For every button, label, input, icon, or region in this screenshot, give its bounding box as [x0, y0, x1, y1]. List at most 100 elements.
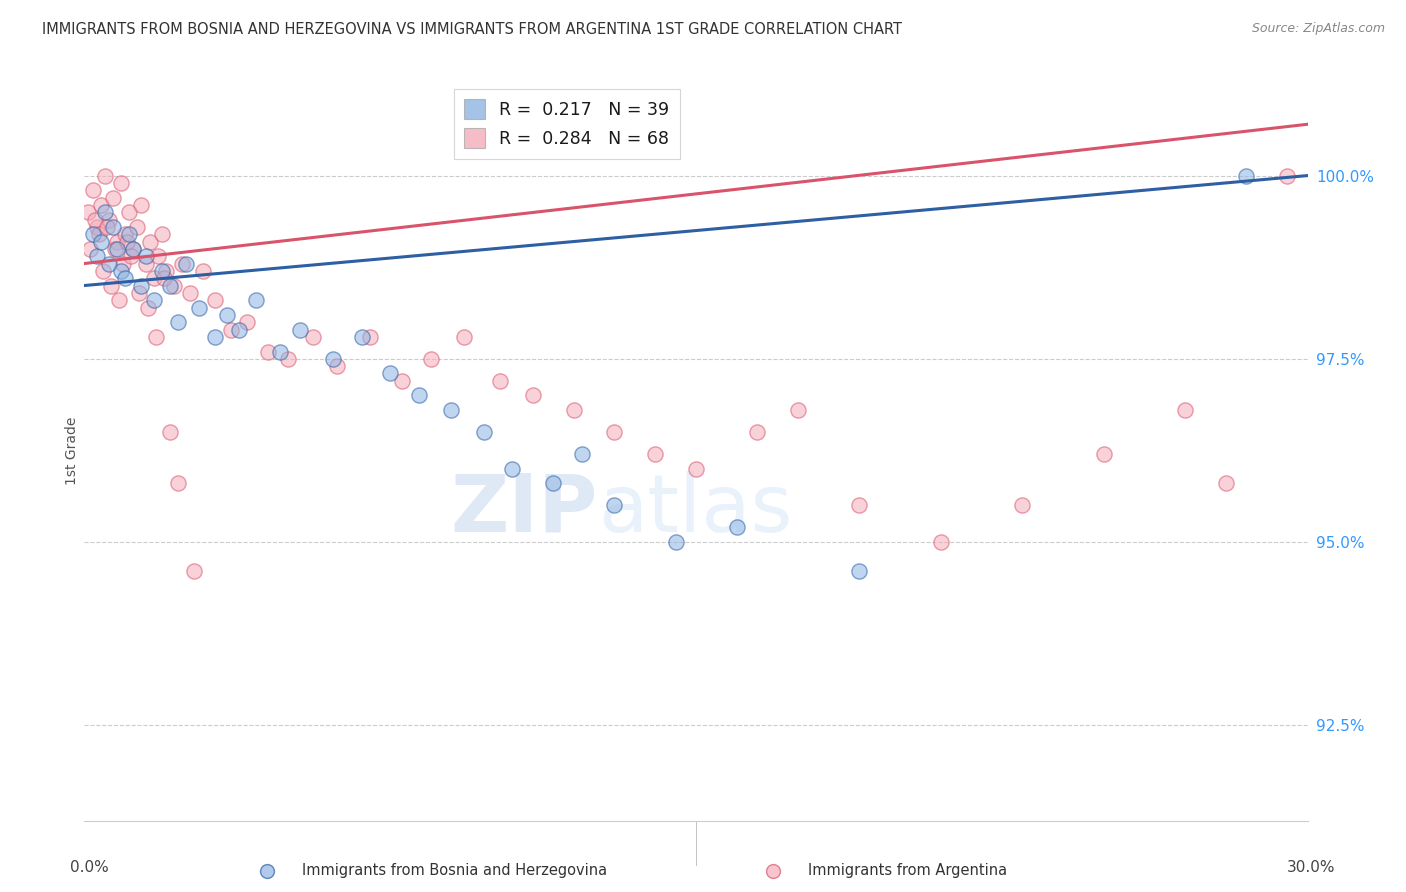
Point: [150, 227, 173, 242]
Point: [155, 264, 177, 278]
Point: [97, 256, 120, 270]
Point: [90, 235, 112, 249]
Point: [77, 205, 100, 219]
Point: [179, 285, 201, 300]
Point: [108, 293, 131, 308]
Point: [489, 374, 512, 388]
Point: [142, 293, 165, 308]
Text: Immigrants from Argentina: Immigrants from Argentina: [808, 863, 1008, 878]
Point: [110, 176, 132, 190]
Point: [122, 242, 145, 256]
Point: [153, 271, 176, 285]
Point: [543, 476, 565, 491]
Point: [150, 264, 173, 278]
Point: [391, 374, 413, 388]
Point: [120, 249, 142, 263]
Point: [1236, 169, 1258, 183]
Point: [603, 499, 626, 513]
Point: [128, 285, 150, 300]
Text: 30.0%: 30.0%: [1288, 860, 1336, 874]
Point: [122, 242, 145, 256]
Point: [93, 205, 115, 219]
Point: [1092, 447, 1115, 461]
Point: [204, 293, 226, 308]
Point: [644, 447, 666, 461]
Point: [86, 219, 108, 234]
Point: [269, 344, 291, 359]
Point: [101, 219, 124, 234]
Point: [90, 198, 112, 212]
Point: [183, 565, 205, 579]
Point: [236, 315, 259, 329]
Text: Source: ZipAtlas.com: Source: ZipAtlas.com: [1251, 22, 1385, 36]
Point: [219, 322, 242, 336]
Point: [228, 322, 250, 336]
Point: [127, 219, 149, 234]
Point: [1174, 403, 1197, 417]
Point: [112, 256, 135, 270]
Y-axis label: 1st Grade: 1st Grade: [65, 417, 79, 484]
Point: [79, 242, 101, 256]
Point: [571, 447, 593, 461]
Point: [453, 330, 475, 344]
Point: [562, 403, 585, 417]
Point: [350, 330, 373, 344]
Point: [167, 315, 190, 329]
Point: [138, 235, 160, 249]
Point: [848, 499, 870, 513]
Point: [1215, 476, 1237, 491]
Point: [97, 212, 120, 227]
Point: [86, 249, 108, 263]
Point: [929, 535, 952, 549]
Point: [159, 425, 181, 439]
Point: [146, 249, 169, 263]
Point: [82, 183, 104, 197]
Point: [118, 227, 141, 242]
Point: [380, 367, 402, 381]
Point: [256, 863, 278, 878]
Point: [91, 264, 114, 278]
Point: [420, 351, 443, 366]
Point: [100, 278, 122, 293]
Point: [245, 293, 267, 308]
Point: [502, 462, 524, 476]
Point: [848, 565, 870, 579]
Text: atlas: atlas: [598, 471, 793, 549]
Point: [725, 520, 748, 534]
Text: 0.0%: 0.0%: [70, 860, 110, 874]
Point: [174, 256, 197, 270]
Point: [187, 301, 209, 315]
Point: [167, 476, 190, 491]
Point: [408, 388, 430, 402]
Point: [142, 271, 165, 285]
Point: [787, 403, 810, 417]
Point: [114, 271, 136, 285]
Point: [290, 322, 312, 336]
Point: [277, 351, 299, 366]
Point: [87, 227, 110, 242]
Point: [115, 235, 138, 249]
Text: ZIP: ZIP: [451, 471, 598, 549]
Point: [440, 403, 463, 417]
Point: [326, 359, 349, 373]
Point: [145, 330, 167, 344]
Point: [172, 256, 194, 270]
Point: [217, 308, 239, 322]
Point: [159, 278, 181, 293]
Legend: R =  0.217   N = 39, R =  0.284   N = 68: R = 0.217 N = 39, R = 0.284 N = 68: [454, 89, 679, 159]
Point: [522, 388, 544, 402]
Point: [96, 219, 118, 234]
Point: [93, 169, 115, 183]
Point: [105, 235, 128, 249]
Point: [118, 205, 141, 219]
Point: [82, 227, 104, 242]
Point: [322, 351, 344, 366]
Point: [105, 242, 128, 256]
Point: [136, 301, 159, 315]
Point: [131, 278, 153, 293]
Point: [257, 344, 280, 359]
Point: [101, 190, 124, 204]
Point: [747, 425, 769, 439]
Point: [104, 242, 127, 256]
Text: Immigrants from Bosnia and Herzegovina: Immigrants from Bosnia and Herzegovina: [302, 863, 607, 878]
